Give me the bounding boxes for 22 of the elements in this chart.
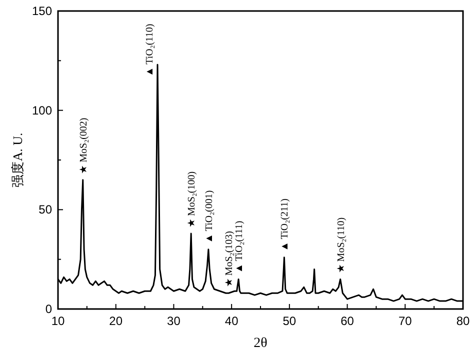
x-tick-label: 80 <box>456 314 470 328</box>
x-tick-label: 30 <box>167 314 181 328</box>
annotation: ★ MoS₂(100) <box>186 171 198 228</box>
annotation: ▲ TiO₂(001) <box>204 190 215 244</box>
annotation: ★ MoS₂(002) <box>78 118 90 174</box>
x-tick-label: 10 <box>51 314 65 328</box>
annotation: ▲ TiO₂(111) <box>234 220 246 274</box>
annotation: ★ MoS₂(103) <box>224 230 236 288</box>
annotation: ★ MoS₂(110) <box>336 217 347 274</box>
x-tick-label: 40 <box>224 314 239 328</box>
y-tick-label: 150 <box>32 4 52 18</box>
x-tick-label: 50 <box>282 314 296 328</box>
annotation: ▲ TiO₂(110) <box>144 24 156 77</box>
x-tick-label: 20 <box>109 314 123 328</box>
x-tick-label: 70 <box>398 314 412 328</box>
x-axis-title: 2θ <box>254 336 268 351</box>
y-axis-title: 强度A. U. <box>10 132 25 188</box>
y-tick-label: 50 <box>38 202 52 217</box>
annotation: ▲ TiO₂(211) <box>280 198 291 252</box>
y-tick-label: 100 <box>32 103 52 118</box>
x-tick-label: 60 <box>340 314 354 328</box>
y-tick-label: 0 <box>45 302 52 316</box>
